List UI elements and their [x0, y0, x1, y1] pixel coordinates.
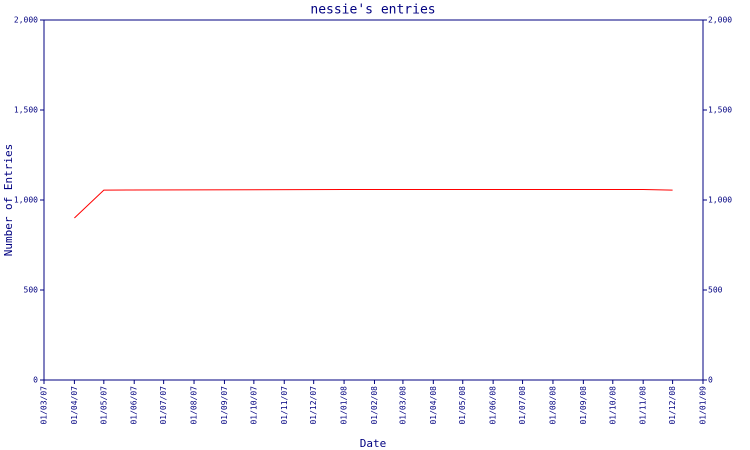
x-tick-label: 01/08/07: [190, 386, 199, 425]
x-tick-label: 01/09/08: [579, 386, 588, 425]
x-tick-label: 01/03/07: [40, 386, 49, 425]
y-tick-label: 1,500: [14, 106, 38, 115]
x-tick-label: 01/02/08: [370, 386, 379, 425]
y-tick-label: 2,000: [14, 16, 38, 25]
y-tick-label: 500: [24, 286, 39, 295]
x-tick-label: 01/10/08: [608, 386, 617, 425]
x-tick-label: 01/11/07: [280, 386, 289, 425]
x-tick-label: 01/08/08: [548, 386, 557, 425]
x-tick-label: 01/07/08: [518, 386, 527, 425]
x-tick-label: 01/11/08: [639, 386, 648, 425]
y2-tick-label: 1,500: [708, 106, 732, 115]
y2-tick-label: 2,000: [708, 16, 732, 25]
y2-tick-label: 1,000: [708, 196, 732, 205]
x-tick-label: 01/06/08: [489, 386, 498, 425]
x-tick-label: 01/12/08: [668, 386, 677, 425]
x-tick-label: 01/04/08: [429, 386, 438, 425]
y-axis-label: Number of Entries: [2, 144, 15, 257]
x-tick-label: 01/12/07: [309, 386, 318, 425]
y2-tick-label: 0: [708, 376, 713, 385]
x-axis-label: Date: [360, 437, 387, 450]
x-tick-label: 01/03/08: [398, 386, 407, 425]
plot-frame: [43, 19, 704, 381]
x-tick-label: 01/06/07: [130, 386, 139, 425]
x-tick-label: 01/01/08: [340, 386, 349, 425]
chart-title: nessie's entries: [310, 3, 435, 18]
y-tick-label: 0: [33, 376, 38, 385]
x-tick-label: 01/04/07: [70, 386, 79, 425]
y-tick-label: 1,000: [14, 196, 38, 205]
x-tick-label: 01/01/09: [699, 386, 708, 425]
x-tick-label: 01/05/08: [458, 386, 467, 425]
x-tick-label: 01/07/07: [159, 386, 168, 425]
y2-tick-label: 500: [708, 286, 723, 295]
x-tick-label: 01/10/07: [249, 386, 258, 425]
x-tick-label: 01/05/07: [99, 386, 108, 425]
data-line: [74, 189, 673, 219]
x-tick-label: 01/09/07: [220, 386, 229, 425]
